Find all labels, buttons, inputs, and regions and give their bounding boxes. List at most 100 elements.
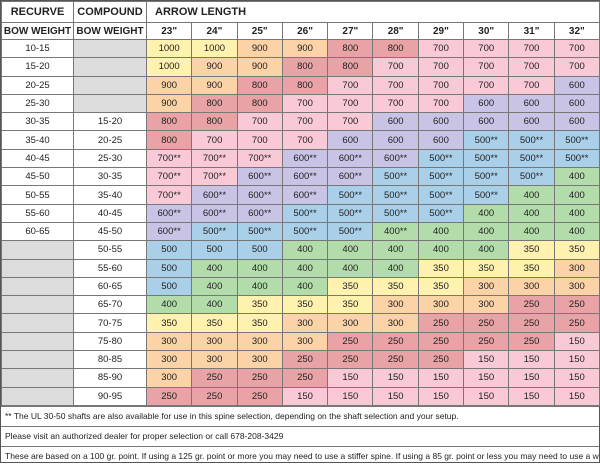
recurve-weight	[1, 331, 74, 352]
table-row: 75-80 300 300 300 300 250 250 250 250 250 150	[1, 331, 600, 352]
spine-cell: 700**	[191, 148, 238, 169]
spine-cell: 700	[463, 57, 510, 77]
spine-cell: 250	[463, 313, 510, 333]
spine-cell: 400	[327, 258, 374, 278]
spine-cell: 350	[463, 258, 510, 278]
spine-cell: 400	[191, 295, 238, 315]
spine-cell: 600**	[281, 148, 329, 169]
length-header: 24"	[191, 22, 238, 40]
compound-weight: 55-60	[73, 258, 147, 278]
spine-cell: 800	[372, 38, 419, 59]
spine-cell: 300	[553, 276, 600, 297]
spine-cell: 500**	[327, 185, 374, 205]
spine-cell: 350	[553, 240, 600, 260]
spine-cell: 700	[327, 93, 374, 114]
spine-cell: 800	[145, 130, 193, 150]
spine-cell: 250	[508, 295, 555, 315]
table-row: 15-20 1000 900 900 800 800 700 700 700 700 700	[1, 57, 600, 77]
spine-cell: 1000	[191, 38, 238, 59]
spine-cell: 500**	[236, 221, 283, 242]
spine-cell: 700**	[191, 167, 238, 187]
spine-cell: 350	[236, 295, 283, 315]
length-header: 27"	[327, 22, 374, 40]
spine-cell: 300	[281, 313, 329, 333]
compound-weight	[73, 57, 147, 77]
compound-weight: 45-50	[73, 221, 147, 242]
compound-weight: 90-95	[73, 386, 147, 406]
spine-cell: 300	[191, 350, 238, 370]
compound-weight: 85-90	[73, 368, 147, 388]
recurve-weight	[1, 350, 74, 370]
spine-cell: 700	[417, 57, 465, 77]
spine-cell: 250	[417, 313, 465, 333]
recurve-weight: 25-30	[1, 93, 74, 114]
spine-cell: 400	[281, 240, 329, 260]
recurve-weight: 60-65	[1, 221, 74, 242]
spine-cell: 500**	[417, 167, 465, 187]
spine-cell: 150	[553, 350, 600, 370]
spine-cell: 800	[191, 112, 238, 132]
spine-cell: 700	[372, 75, 419, 95]
spine-cell: 500**	[417, 185, 465, 205]
spine-cell: 600**	[236, 185, 283, 205]
spine-cell: 300	[463, 295, 510, 315]
spine-cell: 300	[145, 331, 193, 352]
spine-cell: 600	[553, 112, 600, 132]
spine-cell: 600	[372, 112, 419, 132]
spine-cell: 500	[236, 240, 283, 260]
compound-weight	[73, 75, 147, 95]
spine-cell: 700**	[236, 148, 283, 169]
compound-header: COMPOUND	[73, 1, 147, 23]
table-row: 35-40 20-25 800 700 700 700 600 600 600 500** 500*…	[1, 130, 600, 150]
recurve-weight	[1, 313, 74, 333]
spine-cell: 350	[417, 258, 465, 278]
table-row: 85-90 300 250 250 250 150 150 150 150 150 150	[1, 368, 600, 388]
spine-cell: 250	[191, 368, 238, 388]
spine-cell: 250	[463, 331, 510, 352]
spine-cell: 500**	[191, 221, 238, 242]
spine-cell: 600**	[372, 148, 419, 169]
spine-cell: 250	[508, 331, 555, 352]
table-row: 70-75 350 350 350 300 300 300 250 250 250 250	[1, 313, 600, 333]
spine-cell: 300	[463, 276, 510, 297]
spine-cell: 500**	[508, 167, 555, 187]
spine-cell: 600**	[191, 203, 238, 223]
spine-cell: 600	[463, 93, 510, 114]
compound-weight	[73, 93, 147, 114]
spine-cell: 700**	[145, 167, 193, 187]
spine-cell: 600**	[191, 185, 238, 205]
spine-cell: 700	[508, 75, 555, 95]
spine-cell: 150	[417, 386, 465, 406]
spine-cell: 400	[553, 185, 600, 205]
table-row: 50-55 35-40 700** 600** 600** 600** 500** 500**…	[1, 185, 600, 205]
spine-cell: 600	[553, 75, 600, 95]
spine-cell: 150	[463, 386, 510, 406]
length-header: 28"	[372, 22, 419, 40]
spine-cell: 700	[281, 93, 329, 114]
spine-cell: 150	[553, 368, 600, 388]
spine-cell: 250	[508, 313, 555, 333]
spine-cell: 700	[281, 130, 329, 150]
spine-cell: 600	[417, 112, 465, 132]
spine-cell: 150	[417, 368, 465, 388]
spine-cell: 150	[327, 386, 374, 406]
spine-cell: 600**	[327, 167, 374, 187]
footnote: Please visit an authorized dealer for pr…	[1, 425, 599, 446]
spine-cell: 250	[281, 368, 329, 388]
spine-cell: 150	[327, 368, 374, 388]
bow-weight-header: BOW WEIGHT	[73, 22, 147, 40]
spine-cell: 150	[372, 368, 419, 388]
table-row: 80-85 300 300 300 250 250 250 250 150 150 150	[1, 350, 600, 370]
spine-cell: 250	[327, 331, 374, 352]
length-header: 25"	[236, 22, 283, 40]
recurve-weight: 30-35	[1, 112, 74, 132]
spine-cell: 500**	[508, 148, 555, 169]
spine-cell: 700	[372, 57, 419, 77]
spine-cell: 600**	[281, 167, 329, 187]
footnote: ** The UL 30-50 shafts are also availabl…	[1, 405, 599, 426]
spine-cell: 150	[281, 386, 329, 406]
recurve-header: RECURVE	[1, 1, 74, 23]
spine-cell: 150	[372, 386, 419, 406]
spine-cell: 700**	[145, 148, 193, 169]
spine-cell: 600	[463, 112, 510, 132]
